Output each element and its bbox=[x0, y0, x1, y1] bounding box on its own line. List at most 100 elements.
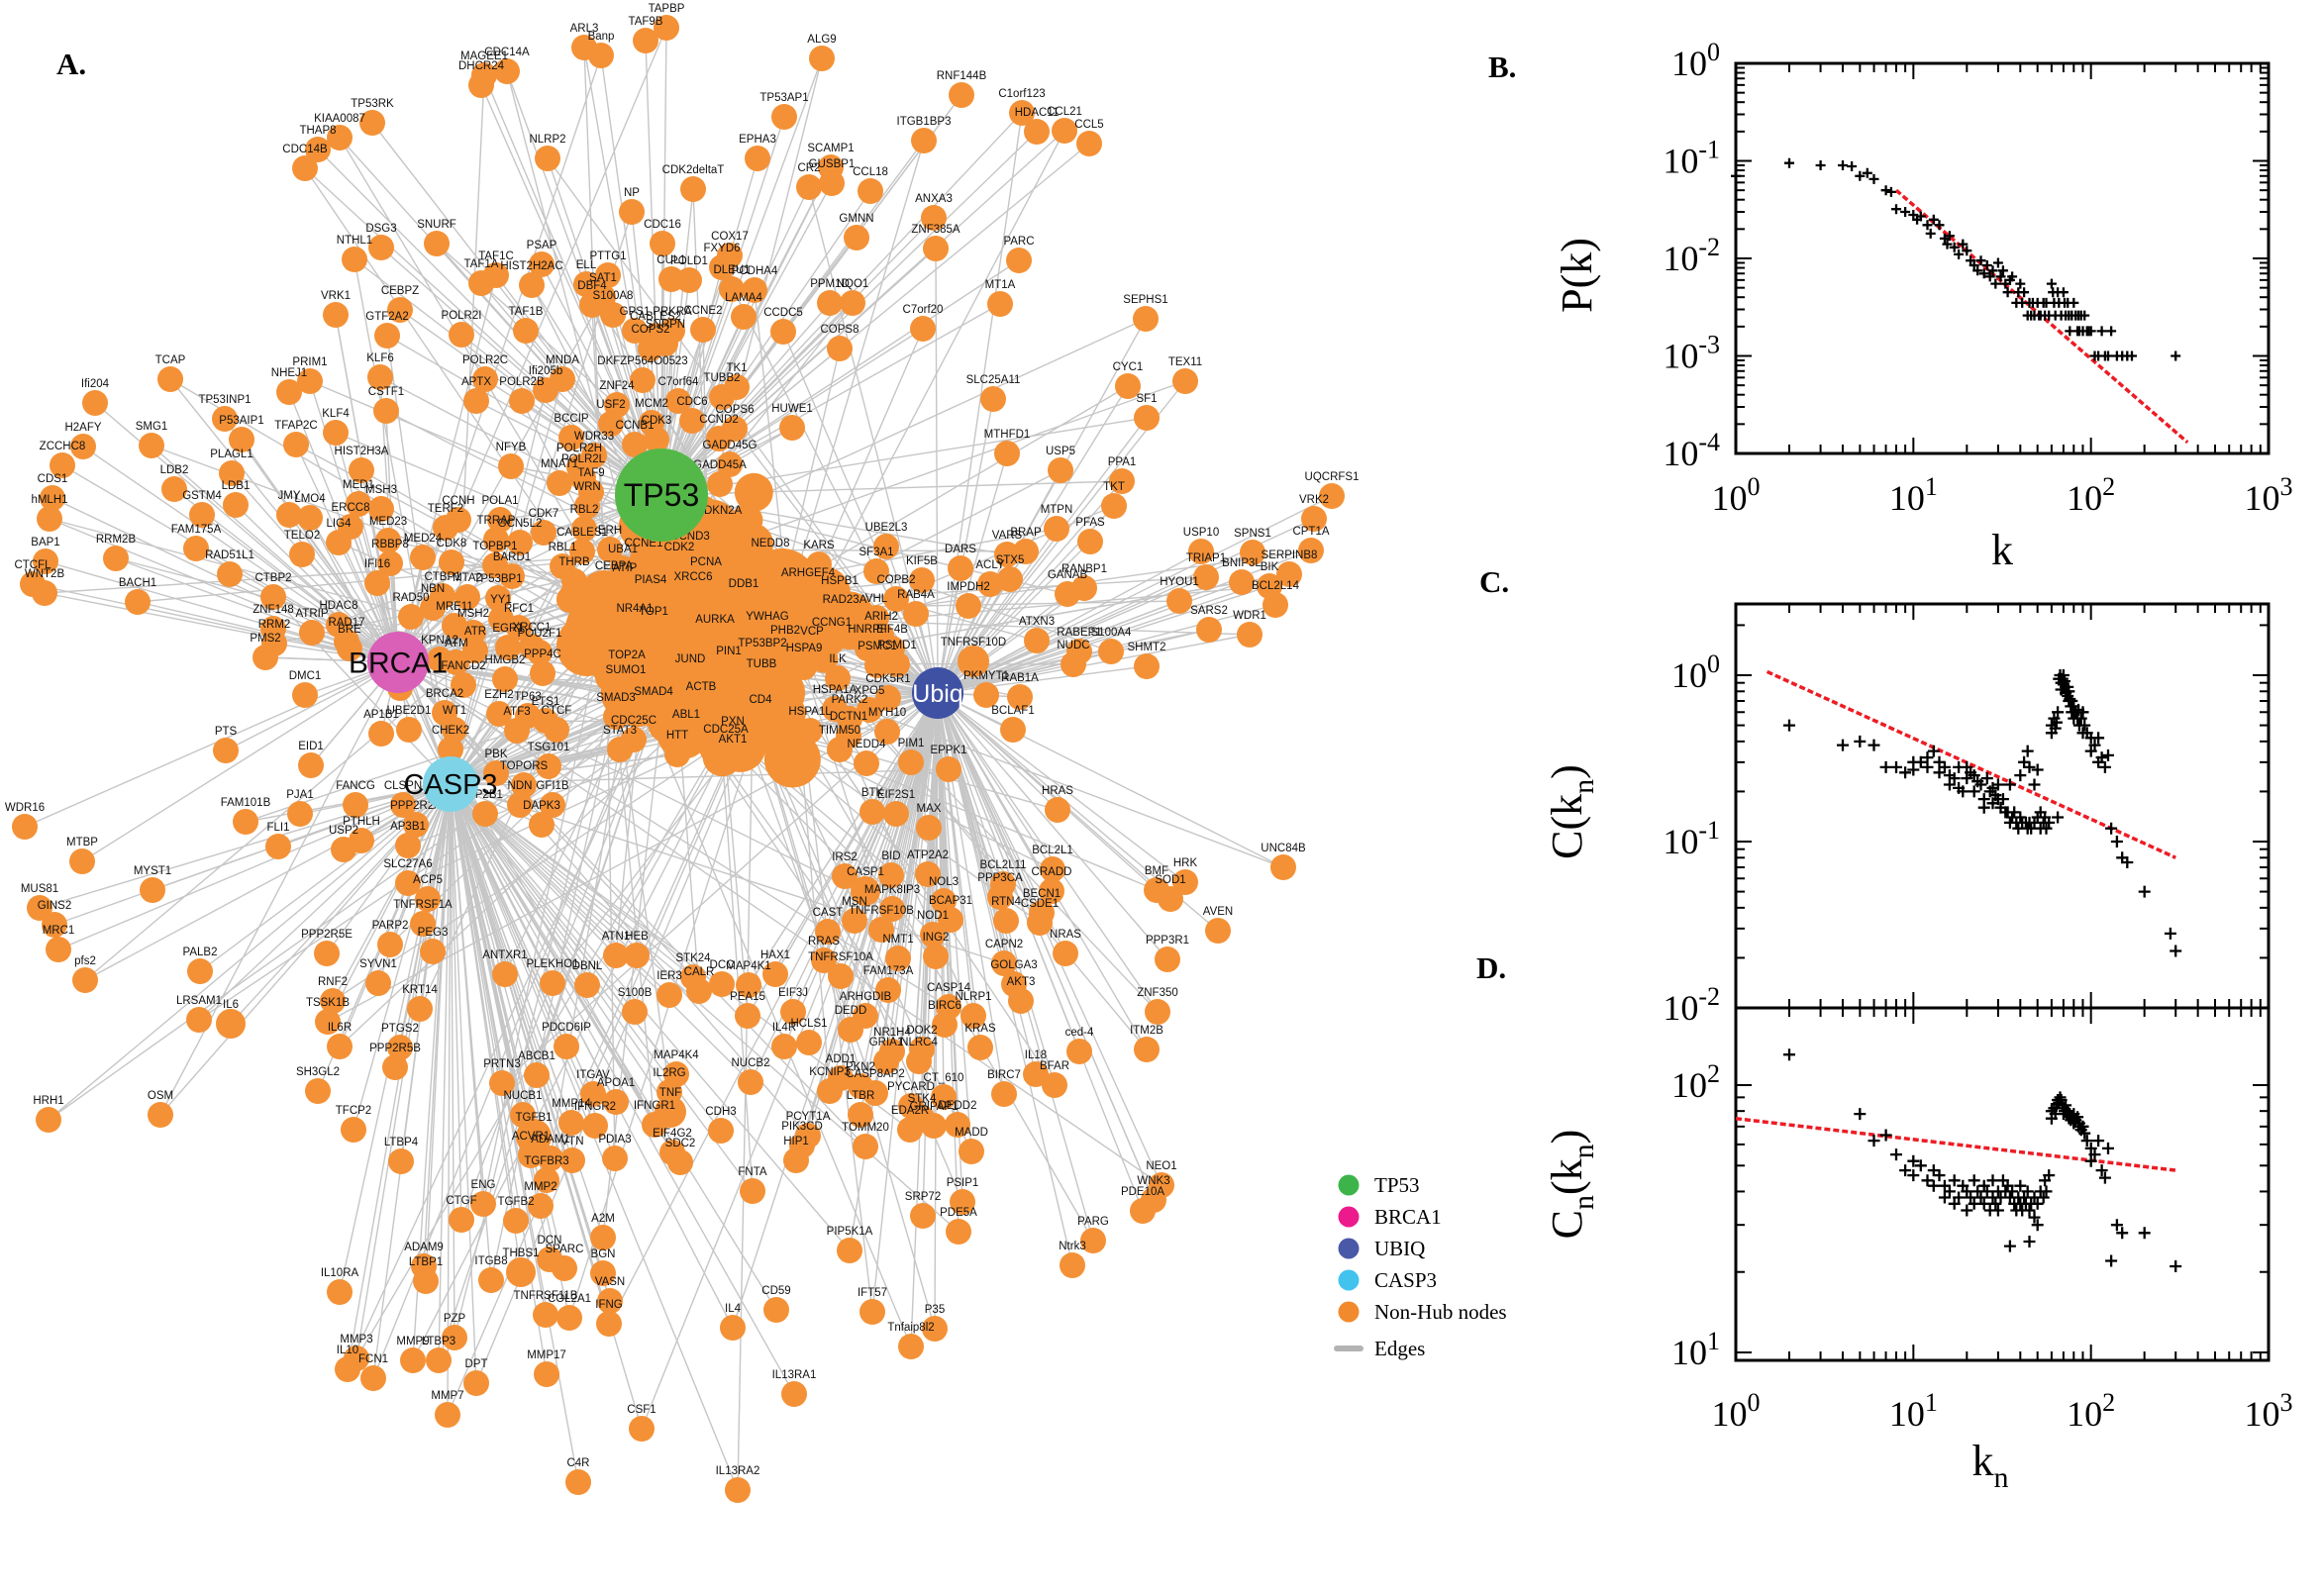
non-hub-node[interactable] bbox=[1027, 910, 1053, 936]
non-hub-node[interactable] bbox=[495, 635, 521, 660]
non-hub-node[interactable] bbox=[676, 267, 702, 293]
non-hub-node[interactable] bbox=[791, 654, 817, 680]
non-hub-node[interactable] bbox=[903, 601, 929, 627]
non-hub-node[interactable] bbox=[607, 737, 633, 762]
non-hub-node[interactable] bbox=[1024, 119, 1050, 145]
non-hub-node[interactable] bbox=[731, 304, 757, 330]
non-hub-node[interactable] bbox=[547, 470, 572, 496]
non-hub-node[interactable] bbox=[213, 738, 239, 763]
non-hub-node[interactable] bbox=[32, 580, 57, 606]
non-hub-node[interactable] bbox=[265, 834, 291, 859]
non-hub-node[interactable] bbox=[680, 176, 706, 202]
non-hub-node[interactable] bbox=[544, 717, 569, 743]
non-hub-node[interactable] bbox=[390, 792, 416, 818]
non-hub-node[interactable] bbox=[742, 277, 767, 303]
non-hub-node[interactable] bbox=[368, 496, 394, 522]
non-hub-node[interactable] bbox=[612, 574, 638, 600]
non-hub-node[interactable] bbox=[708, 1118, 734, 1144]
non-hub-node[interactable] bbox=[633, 28, 658, 53]
non-hub-node[interactable] bbox=[848, 1102, 873, 1128]
non-hub-node[interactable] bbox=[858, 178, 883, 204]
non-hub-node[interactable] bbox=[1066, 1039, 1092, 1064]
non-hub-node[interactable] bbox=[1040, 856, 1065, 882]
non-hub-node[interactable] bbox=[1109, 468, 1135, 494]
non-hub-node[interactable] bbox=[297, 368, 323, 394]
non-hub-node[interactable] bbox=[827, 737, 853, 762]
non-hub-node[interactable] bbox=[503, 1208, 529, 1234]
non-hub-node[interactable] bbox=[650, 231, 675, 256]
non-hub-node[interactable] bbox=[499, 563, 525, 589]
non-hub-node[interactable] bbox=[709, 254, 735, 280]
non-hub-node[interactable] bbox=[1158, 886, 1183, 912]
non-hub-node[interactable] bbox=[997, 566, 1023, 592]
non-hub-node[interactable] bbox=[915, 861, 941, 887]
non-hub-node[interactable] bbox=[755, 623, 780, 648]
non-hub-node[interactable] bbox=[844, 225, 869, 250]
non-hub-node[interactable] bbox=[809, 46, 835, 71]
non-hub-node[interactable] bbox=[590, 1260, 616, 1286]
non-hub-node[interactable] bbox=[590, 284, 616, 310]
non-hub-node[interactable] bbox=[368, 721, 394, 747]
non-hub-node[interactable] bbox=[920, 922, 946, 948]
non-hub-node[interactable] bbox=[46, 937, 71, 962]
non-hub-node[interactable] bbox=[558, 425, 584, 450]
non-hub-node[interactable] bbox=[403, 812, 429, 838]
non-hub-node[interactable] bbox=[622, 318, 648, 344]
non-hub-node[interactable] bbox=[906, 1048, 932, 1074]
non-hub-node[interactable] bbox=[289, 542, 315, 567]
non-hub-node[interactable] bbox=[435, 1402, 460, 1428]
non-hub-node[interactable] bbox=[50, 452, 75, 478]
non-hub-node[interactable] bbox=[842, 908, 867, 934]
non-hub-node[interactable] bbox=[921, 205, 947, 231]
non-hub-node[interactable] bbox=[554, 1034, 579, 1059]
non-hub-node[interactable] bbox=[677, 543, 703, 568]
non-hub-node[interactable] bbox=[1052, 118, 1077, 144]
non-hub-node[interactable] bbox=[994, 542, 1020, 567]
non-hub-node[interactable] bbox=[783, 1147, 809, 1173]
non-hub-node[interactable] bbox=[738, 1069, 763, 1095]
non-hub-node[interactable] bbox=[749, 670, 774, 696]
non-hub-node[interactable] bbox=[655, 1096, 686, 1128]
non-hub-node[interactable] bbox=[323, 302, 349, 328]
non-hub-node[interactable] bbox=[483, 760, 509, 786]
non-hub-node[interactable] bbox=[1045, 797, 1070, 823]
non-hub-node[interactable] bbox=[315, 1009, 341, 1035]
non-hub-node[interactable] bbox=[367, 364, 393, 390]
non-hub-node[interactable] bbox=[538, 1146, 563, 1171]
non-hub-node[interactable] bbox=[688, 693, 714, 719]
non-hub-node[interactable] bbox=[1319, 483, 1345, 509]
non-hub-node[interactable] bbox=[574, 972, 600, 998]
non-hub-node[interactable] bbox=[1237, 622, 1262, 648]
non-hub-node[interactable] bbox=[619, 199, 645, 225]
non-hub-node[interactable] bbox=[945, 1112, 970, 1138]
non-hub-node[interactable] bbox=[1098, 639, 1124, 664]
non-hub-node[interactable] bbox=[864, 652, 890, 678]
non-hub-node[interactable] bbox=[923, 944, 949, 969]
non-hub-node[interactable] bbox=[873, 534, 899, 559]
non-hub-node[interactable] bbox=[346, 491, 371, 517]
non-hub-cluster-node[interactable] bbox=[764, 693, 806, 735]
non-hub-node[interactable] bbox=[1044, 516, 1069, 542]
non-hub-node[interactable] bbox=[665, 388, 691, 414]
non-hub-node[interactable] bbox=[588, 43, 614, 68]
non-hub-node[interactable] bbox=[229, 427, 254, 452]
non-hub-node[interactable] bbox=[40, 485, 65, 511]
non-hub-node[interactable] bbox=[424, 231, 450, 256]
non-hub-node[interactable] bbox=[967, 1035, 993, 1060]
non-hub-node[interactable] bbox=[1053, 941, 1078, 966]
non-hub-node[interactable] bbox=[382, 1054, 408, 1080]
non-hub-node[interactable] bbox=[327, 1279, 353, 1305]
non-hub-node[interactable] bbox=[702, 626, 728, 651]
non-hub-node[interactable] bbox=[470, 1191, 496, 1217]
non-hub-node[interactable] bbox=[323, 420, 349, 446]
non-hub-node[interactable] bbox=[603, 943, 629, 968]
non-hub-node[interactable] bbox=[796, 174, 822, 200]
non-hub-node[interactable] bbox=[527, 640, 553, 665]
non-hub-node[interactable] bbox=[1229, 569, 1255, 595]
non-hub-node[interactable] bbox=[298, 752, 324, 778]
non-hub-node[interactable] bbox=[630, 367, 656, 393]
non-hub-node[interactable] bbox=[297, 505, 323, 531]
non-hub-node[interactable] bbox=[415, 886, 441, 912]
non-hub-node[interactable] bbox=[948, 555, 973, 581]
non-hub-node[interactable] bbox=[680, 583, 706, 609]
